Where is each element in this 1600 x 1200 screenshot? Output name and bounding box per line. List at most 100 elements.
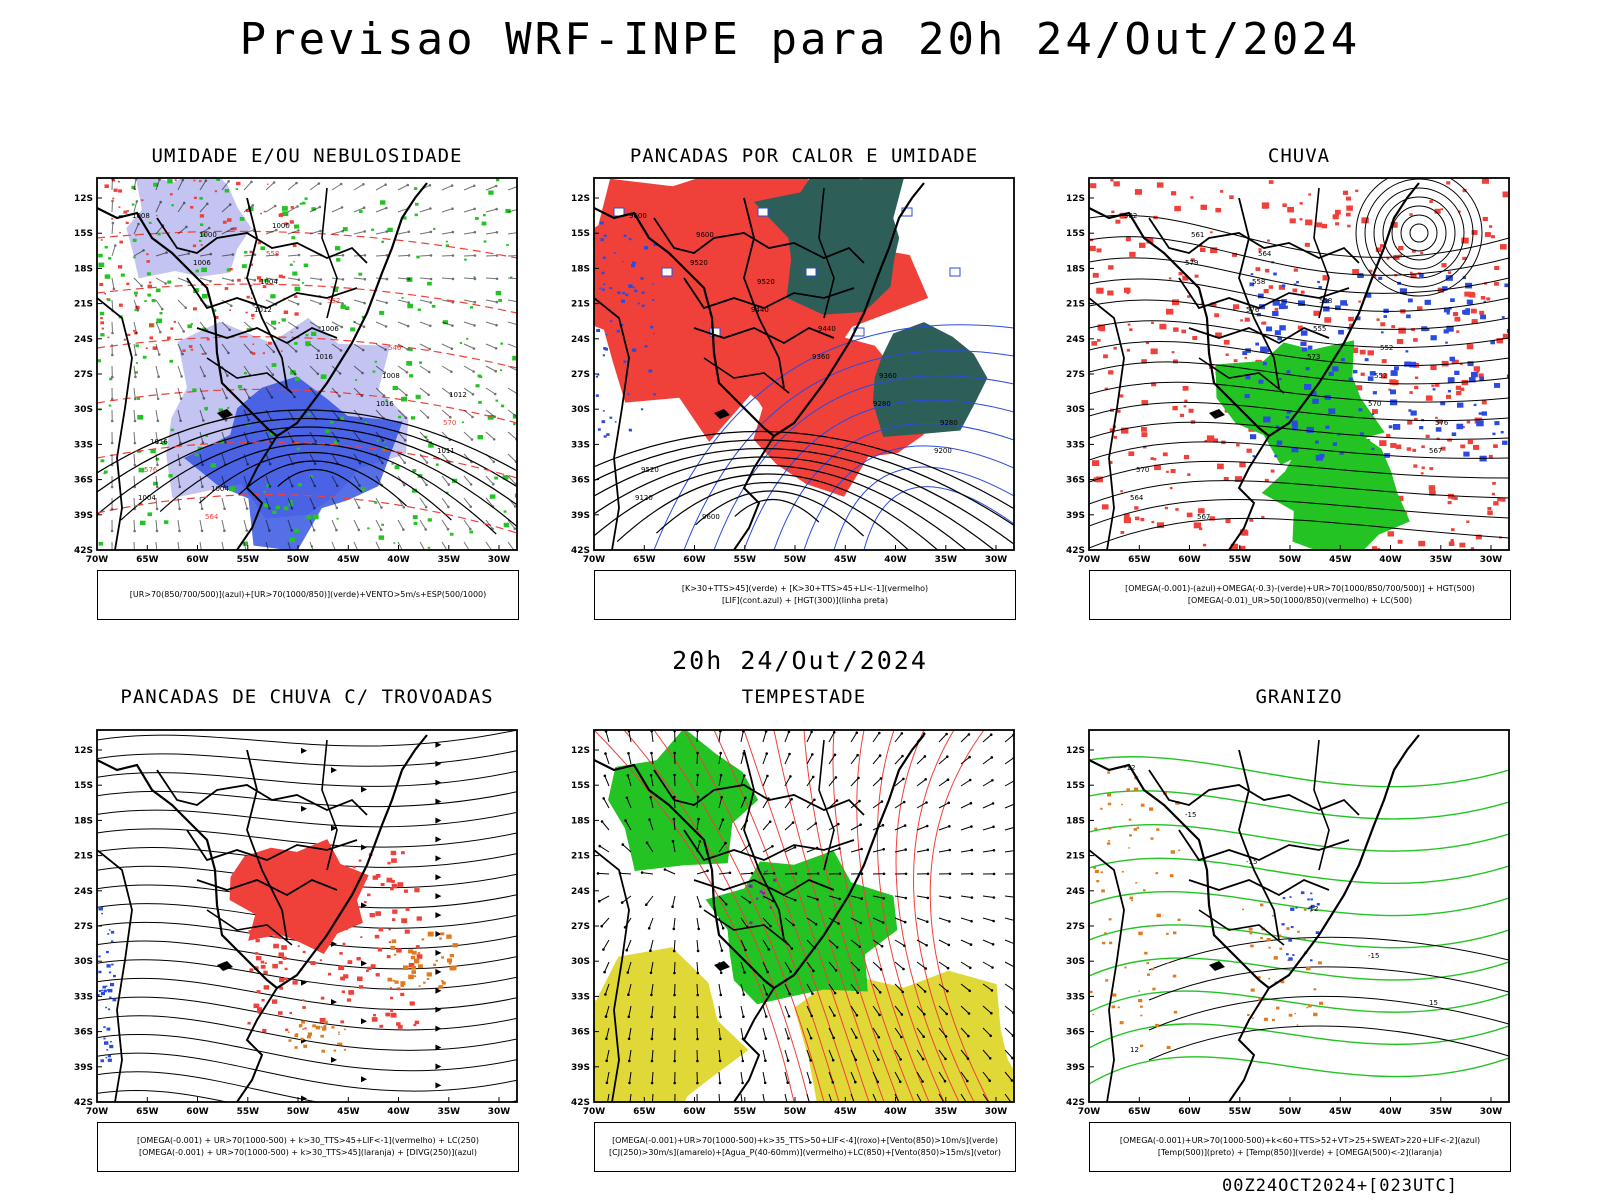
wind-vector-head [880,800,884,803]
wind-vector [155,343,160,355]
wind-vector-head [650,993,653,997]
rain-area [1346,205,1353,211]
thickness-marker [125,221,129,225]
rain-area [1480,296,1486,300]
wind-vector-head [357,528,361,532]
thunderstorm-orange [323,1020,328,1024]
wind-vector [740,775,745,787]
coastline-south [733,435,775,550]
contour-value-label: 9600 [696,231,714,239]
rain-area [1462,189,1467,193]
state-border [246,197,288,389]
wind-vector-head [663,868,667,871]
precipitable-water-line [713,730,855,1102]
hail-area [1310,959,1313,962]
thickness-marker [104,293,106,295]
wind-vector [762,961,769,973]
wind-vector [353,497,360,508]
omega-area [1467,361,1474,367]
wind-vector [850,824,861,831]
thickness-marker [236,182,239,186]
wind-vector-head [341,229,344,233]
wind-vector-head [648,818,651,821]
wind-vector-head [650,751,653,755]
wind-vector-head [157,353,161,356]
wind-vector-head [491,505,495,508]
low-level-humidity [168,474,173,478]
thickness-marker [290,206,294,209]
wind-vector-head [200,529,204,533]
wind-vector-head [339,182,343,186]
rain-area [1126,348,1131,352]
omega500-area [1140,803,1145,807]
rain-area [1387,531,1394,537]
rain-area [1151,321,1154,324]
rain-area [1473,366,1480,372]
wind-vector-head [672,927,676,931]
latitude-label: 30S [74,405,93,415]
wind-vector-head [315,417,318,421]
storm-cells [390,1009,394,1012]
storm-cells [255,956,262,961]
wind-vector-head [336,439,340,443]
omega-area [1500,431,1504,434]
wind-vector [419,475,427,486]
low-level-humidity [466,337,469,340]
storm-cells [371,1017,378,1022]
lif-contour [653,243,657,247]
wind-vector-head [946,989,949,993]
wind-vector [199,409,204,421]
wind-vector [243,453,249,465]
wind-vector-head [246,463,249,466]
thunderstorm-orange [298,1024,303,1027]
coastline [1089,182,1420,438]
low-level-humidity [103,472,106,475]
lif-contour [610,320,613,323]
thickness-marker [107,336,110,339]
legend-line: [K>30+TTS>45](verde) + [K>30+TTS>45+LI<-… [681,584,929,593]
low-level-humidity [312,514,319,520]
storm-cells [249,897,254,901]
wind-vector [177,431,181,443]
contour-value-label: 576 [144,466,158,474]
contour-value-label: 15 [1429,999,1438,1007]
low-level-humidity [483,240,487,243]
omega-area [1318,286,1322,289]
wind-vector-head [834,969,838,972]
wind-vector-head [362,325,366,328]
low-level-humidity [281,318,286,322]
low-level-humidity [510,276,513,279]
low-level-humidity [503,510,507,513]
wind-vector [397,519,404,530]
thunderstorm-orange [333,1049,337,1052]
thickness-marker [250,284,253,287]
thickness-marker [111,178,116,182]
thickness-line [97,388,517,424]
wind-vector-head [903,920,907,924]
instability-green-area [753,178,904,315]
wind-vector-head [881,921,885,924]
wind-vector [375,207,387,213]
rain-area [1225,353,1229,356]
wind-vector-head [341,253,345,257]
wind-vector-head [357,551,360,554]
wind-vector-head [649,949,652,952]
wind-vector-head [358,461,362,465]
low-level-humidity [445,491,449,494]
rain-area [1141,427,1147,432]
wind-vector [111,200,113,213]
storm-cells [367,966,372,970]
rain-area [1240,529,1248,536]
low-level-humidity [139,503,143,506]
low-level-humidity [332,287,338,293]
thunderstorm-orange [302,1028,305,1030]
hgt500-line [1089,278,1509,312]
low-level-humidity [498,298,502,302]
wind-vector [287,453,294,465]
thunderstorm-orange [418,985,421,987]
state-border [206,357,293,394]
wind-vector [718,797,723,809]
rain-area [1209,516,1215,521]
wind-vector-head [340,206,344,209]
storm-cells [304,889,309,893]
